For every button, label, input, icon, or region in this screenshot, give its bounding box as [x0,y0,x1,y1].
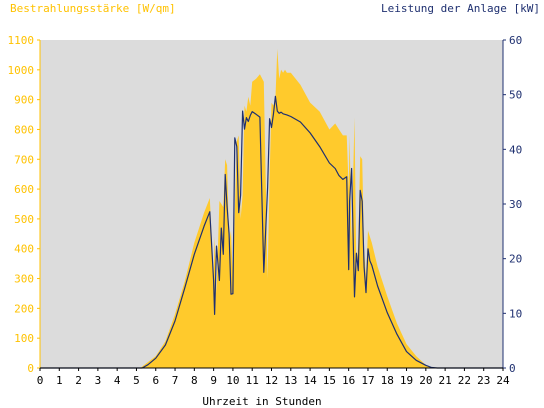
left-tick-label: 0 [27,362,34,375]
left-tick-label: 500 [14,213,34,226]
irradiance-area [40,48,503,369]
x-axis-label: Uhrzeit in Stunden [202,395,321,408]
x-tick-label: 20 [419,374,432,387]
x-tick-label: 24 [496,374,510,387]
x-tick-label: 4 [114,374,121,387]
x-tick-label: 23 [477,374,490,387]
left-tick-label: 400 [14,243,34,256]
right-tick-label: 60 [509,34,522,47]
x-tick-label: 7 [172,374,179,387]
x-tick-label: 18 [381,374,394,387]
x-tick-label: 3 [95,374,102,387]
left-tick-label: 1000 [8,64,35,77]
left-axis-title: Bestrahlungsstärke [W/qm] [10,2,176,15]
left-tick-label: 800 [14,123,34,136]
series-layer [40,48,503,369]
x-tick-label: 21 [439,374,452,387]
power-line [40,95,503,369]
x-tick-label: 12 [265,374,278,387]
left-tick-label: 700 [14,153,34,166]
right-axis-ticks: 0 10 20 30 40 50 60 [503,34,522,375]
x-tick-label: 19 [400,374,413,387]
x-tick-label: 16 [342,374,355,387]
x-tick-label: 10 [226,374,239,387]
x-tick-label: 17 [361,374,374,387]
x-tick-label: 11 [246,374,259,387]
left-tick-label: 300 [14,273,34,286]
x-tick-label: 13 [284,374,297,387]
right-tick-label: 50 [509,89,522,102]
x-tick-label: 1 [56,374,63,387]
x-tick-label: 0 [37,374,44,387]
x-axis-ticks: 0 1 2 3 4 5 6 7 8 9 10 11 12 13 14 15 16 17 18 19 20 21 22 23 24 [37,368,510,387]
left-axis-ticks: 0 100 200 300 400 500 600 700 800 900 1000 1100 [8,34,40,375]
right-tick-label: 40 [509,143,522,156]
x-tick-label: 22 [458,374,471,387]
x-tick-label: 2 [75,374,82,387]
x-tick-label: 14 [303,374,317,387]
right-tick-label: 0 [509,362,516,375]
left-tick-label: 900 [14,94,34,107]
x-tick-label: 6 [152,374,159,387]
left-tick-label: 600 [14,183,34,196]
left-tick-label: 1100 [8,34,35,47]
x-tick-label: 15 [323,374,336,387]
right-tick-label: 30 [509,198,522,211]
right-axis-title: Leistung der Anlage [kW] [381,2,540,15]
left-tick-label: 100 [14,332,34,345]
right-tick-label: 10 [509,307,522,320]
left-tick-label: 200 [14,302,34,315]
right-tick-label: 20 [509,253,522,266]
x-tick-label: 5 [133,374,140,387]
x-tick-label: 9 [210,374,217,387]
x-tick-label: 8 [191,374,198,387]
